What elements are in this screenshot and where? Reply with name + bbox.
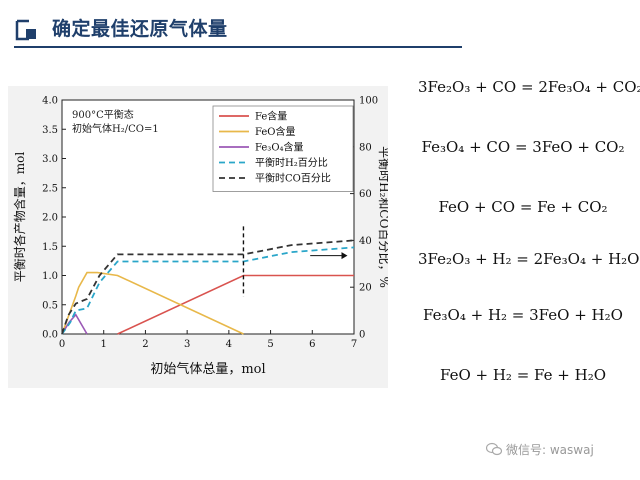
series-line-3	[61, 246, 355, 335]
equation-2: Fe₃O₄ + CO = 3FeO + CO₂	[421, 138, 625, 156]
y-tick-label-left: 1.5	[42, 242, 58, 253]
y-tick-label-right: 100	[359, 96, 378, 107]
x-tick-label: 5	[267, 339, 273, 350]
legend-label-2: Fe₃O₄含量	[255, 141, 304, 154]
header-divider	[14, 46, 462, 48]
y-tick-label-left: 1.0	[42, 271, 58, 282]
equation-5: Fe₃O₄ + H₂ = 3FeO + H₂O	[423, 306, 623, 324]
y-axis-label-left: 平衡时各产物含量，mol	[12, 152, 27, 283]
y-tick-label-right: 40	[359, 236, 372, 247]
annotation-line-2: 初始气体H₂/CO=1	[72, 122, 159, 135]
y-tick-label-right: 60	[359, 189, 372, 200]
x-tick-label: 6	[309, 339, 315, 350]
wechat-icon	[486, 442, 502, 456]
x-tick-label: 4	[226, 339, 232, 350]
equation-6: FeO + H₂ = Fe + H₂O	[439, 366, 607, 384]
watermark-text: 微信号: waswaj	[506, 443, 594, 457]
legend-box	[212, 105, 354, 192]
equation-3: FeO + CO = Fe + CO₂	[438, 198, 608, 216]
y-tick-label-left: 0.0	[42, 330, 58, 341]
y-tick-label-left: 0.5	[42, 300, 58, 311]
y-tick-label-left: 2.5	[42, 183, 58, 194]
y-tick-label-left: 3.0	[42, 154, 58, 165]
legend-label-4: 平衡时CO百分比	[255, 173, 331, 185]
x-tick-label: 7	[351, 339, 357, 350]
equation-4: 3Fe₂O₃ + H₂ = 2Fe₃O₄ + H₂O	[418, 250, 640, 268]
y-tick-label-left: 3.5	[42, 125, 58, 136]
y-tick-label-left: 4.0	[42, 96, 58, 107]
series-line-1	[61, 271, 244, 335]
series-line-2	[61, 313, 88, 335]
legend-label-3: 平衡时H₂百分比	[255, 157, 328, 169]
chart-panel: 0.0 0.5 1.0 1.5 2.0 2.5 3.0 3.5 4.0 0 20 40 60 80 100…	[8, 86, 391, 388]
y-tick-label-left: 2.0	[42, 213, 58, 224]
bracket-square-icon	[15, 19, 36, 41]
y-tick-label-right: 80	[359, 142, 372, 153]
legend-label-0: Fe含量	[255, 110, 287, 123]
equilibrium-chart: 0.00.51.01.52.02.53.03.54.0 020406080100…	[12, 96, 391, 378]
annotation-line-1: 900°C平衡态	[72, 108, 134, 121]
x-tick-label: 3	[184, 339, 190, 350]
y-tick-label-right: 0	[359, 330, 365, 341]
x-tick-label: 0	[59, 339, 65, 350]
arrow-head	[341, 252, 348, 260]
equation-1: 3Fe₂O₃ + CO = 2Fe₃O₄ + CO₂	[418, 78, 640, 96]
x-tick-label: 2	[142, 339, 148, 350]
page-title: 确定最佳还原气体量	[52, 18, 228, 40]
x-axis-label: 初始气体总量，mol	[150, 361, 265, 377]
y-axis-label-right: 平衡时H₂和CO百分比，%	[377, 146, 388, 288]
x-tick-label: 1	[101, 339, 107, 350]
y-tick-label-right: 20	[359, 283, 372, 294]
series-line-4	[61, 239, 355, 335]
legend-label-1: FeO含量	[255, 125, 296, 138]
